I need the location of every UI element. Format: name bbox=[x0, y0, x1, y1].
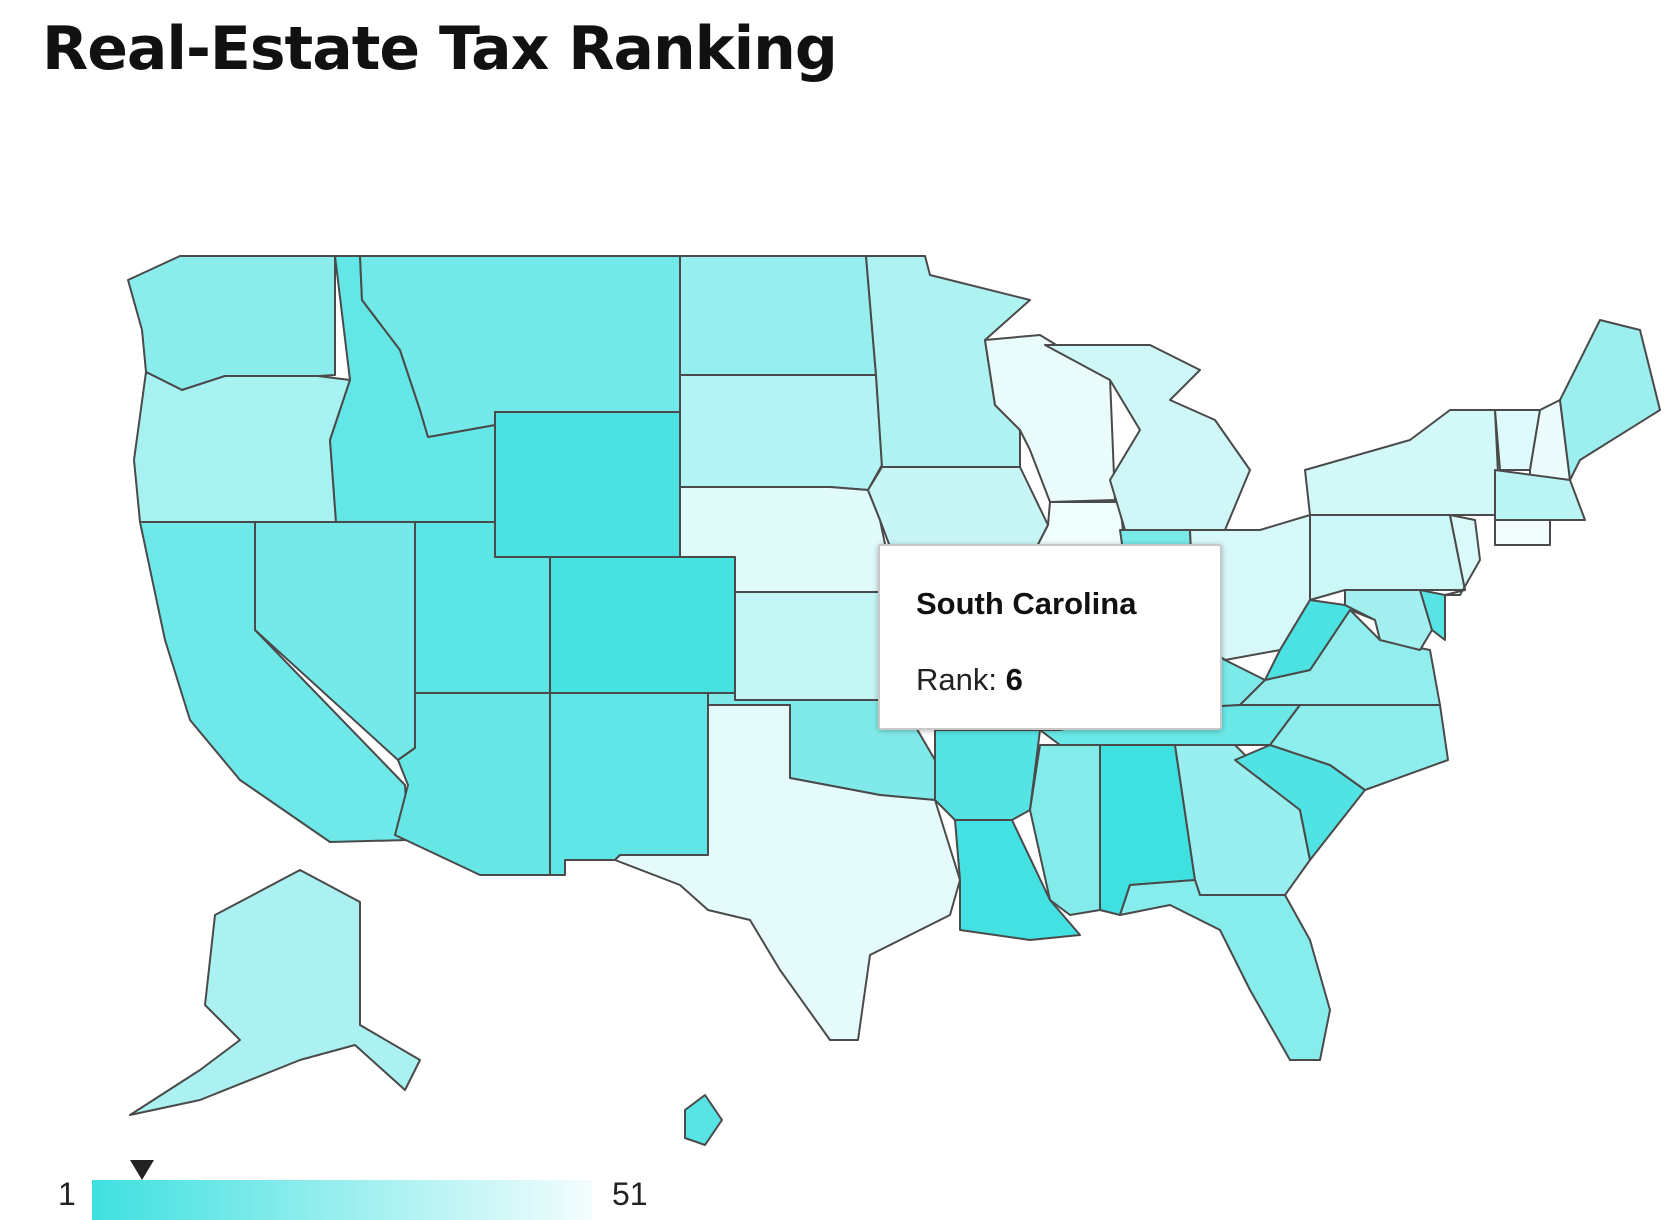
state-KS[interactable] bbox=[734, 591, 901, 701]
state-WA[interactable] bbox=[127, 255, 336, 391]
state-NJ[interactable] bbox=[1444, 514, 1481, 596]
tooltip-rank: Rank: 6 bbox=[916, 662, 1023, 698]
state-CT[interactable] bbox=[1494, 519, 1551, 546]
state-NM[interactable] bbox=[549, 692, 709, 876]
state-tooltip: South Carolina Rank: 6 bbox=[878, 544, 1222, 730]
state-ND[interactable] bbox=[679, 255, 877, 376]
legend-max-label: 51 bbox=[612, 1176, 648, 1212]
state-MI[interactable] bbox=[1044, 344, 1251, 531]
state-AK[interactable] bbox=[129, 869, 421, 1116]
state-PA[interactable] bbox=[1309, 514, 1466, 601]
state-TX[interactable] bbox=[614, 704, 961, 1041]
legend-min-label: 1 bbox=[58, 1176, 76, 1212]
state-WV[interactable] bbox=[1264, 599, 1376, 681]
state-LA[interactable] bbox=[954, 819, 1081, 941]
state-OR[interactable] bbox=[133, 371, 351, 523]
state-AR[interactable] bbox=[934, 729, 1041, 821]
state-WY[interactable] bbox=[494, 411, 681, 558]
state-MA[interactable] bbox=[1494, 469, 1586, 521]
state-FL[interactable] bbox=[1119, 879, 1331, 1061]
state-DE[interactable] bbox=[1419, 589, 1446, 641]
state-SD[interactable] bbox=[679, 374, 883, 491]
tooltip-rank-value: 6 bbox=[1005, 662, 1023, 697]
tooltip-rank-label: Rank: bbox=[916, 662, 997, 697]
state-NY[interactable] bbox=[1304, 409, 1501, 516]
state-AZ[interactable] bbox=[394, 692, 551, 876]
legend-marker-icon bbox=[130, 1160, 154, 1180]
page-title: Real-Estate Tax Ranking bbox=[42, 14, 838, 84]
legend-gradient-bar bbox=[92, 1180, 592, 1220]
state-CO[interactable] bbox=[549, 556, 736, 694]
state-ME[interactable] bbox=[1559, 319, 1661, 481]
tooltip-state-name: South Carolina bbox=[916, 586, 1137, 621]
state-HI[interactable] bbox=[684, 1094, 723, 1146]
